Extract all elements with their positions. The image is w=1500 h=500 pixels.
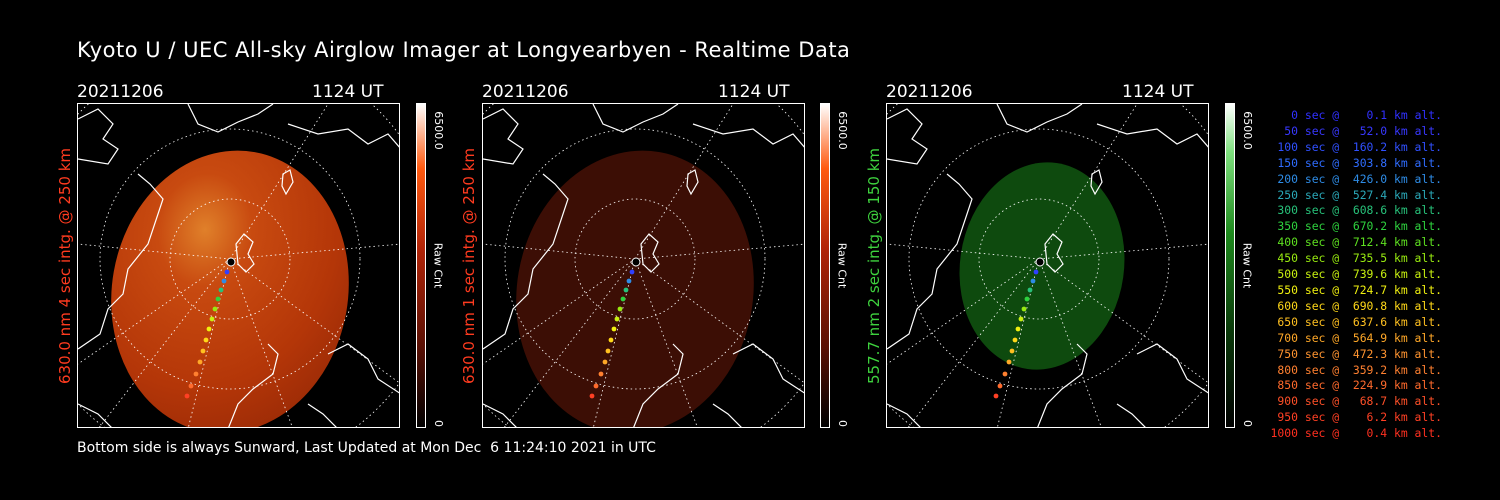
trajectory-dots <box>184 257 236 399</box>
legend-row: 750 sec @ 472.3 km alt. <box>1277 346 1442 361</box>
panel-side-label: 630.0 nm 1 sec intg. @ 250 km <box>460 147 479 384</box>
allsky-map <box>887 104 1208 427</box>
allsky-map <box>483 104 804 427</box>
panel-date: 20211206 <box>886 82 973 102</box>
legend-row: 500 sec @ 739.6 km alt. <box>1277 267 1442 282</box>
legend-row: 550 sec @ 724.7 km alt. <box>1277 282 1442 297</box>
trajectory-dots <box>993 257 1045 399</box>
legend-row: 350 sec @ 670.2 km alt. <box>1277 219 1442 234</box>
graticule <box>78 104 399 427</box>
legend-row: 450 sec @ 735.5 km alt. <box>1277 251 1442 266</box>
colorbar-min: 0 <box>1240 419 1254 427</box>
colorbar-min: 0 <box>835 419 849 427</box>
legend-row: 100 sec @ 160.2 km alt. <box>1277 139 1442 154</box>
colorbar <box>820 103 830 428</box>
panel-side-label: 630.0 nm 4 sec intg. @ 250 km <box>56 147 75 384</box>
legend-row: 300 sec @ 608.6 km alt. <box>1277 203 1442 218</box>
legend-row: 900 sec @ 68.7 km alt. <box>1277 394 1442 409</box>
airglow-disk <box>111 150 349 427</box>
panel-side-label: 557.7 nm 2 sec intg. @ 150 km <box>865 147 884 384</box>
legend-row: 950 sec @ 6.2 km alt. <box>1277 410 1442 425</box>
page-title: Kyoto U / UEC All-sky Airglow Imager at … <box>77 38 851 62</box>
colorbar <box>1225 103 1235 428</box>
legend-row: 650 sec @ 637.6 km alt. <box>1277 314 1442 329</box>
allsky-map <box>78 104 399 427</box>
legend-row: 50 sec @ 52.0 km alt. <box>1284 123 1442 138</box>
graticule <box>887 104 1208 427</box>
legend-row: 0 sec @ 0.1 km alt. <box>1291 108 1442 122</box>
footer-note: Bottom side is always Sunward, Last Upda… <box>77 440 656 456</box>
legend-row: 600 sec @ 690.8 km alt. <box>1277 298 1442 313</box>
legend-row: 1000 sec @ 0.4 km alt. <box>1270 426 1442 441</box>
coastlines <box>483 104 804 427</box>
coastlines <box>887 104 1208 427</box>
colorbar-max: 6500.0 <box>1240 110 1254 150</box>
legend-row: 400 sec @ 712.4 km alt. <box>1277 235 1442 250</box>
airglow-disk <box>516 150 754 427</box>
trajectory-legend: 0 sec @ 0.1 km alt. 50 sec @ 52.0 km alt.… <box>1262 108 1442 442</box>
legend-row: 150 sec @ 303.8 km alt. <box>1277 155 1442 170</box>
legend-row: 250 sec @ 527.4 km alt. <box>1277 187 1442 202</box>
graticule <box>483 104 804 427</box>
panel-date: 20211206 <box>482 82 569 102</box>
panel-time: 1124 UT <box>1122 82 1194 102</box>
legend-row: 200 sec @ 426.0 km alt. <box>1277 171 1442 186</box>
allsky-image <box>886 103 1209 428</box>
legend-row: 850 sec @ 224.9 km alt. <box>1277 378 1442 393</box>
coastlines <box>78 104 399 427</box>
panel-time: 1124 UT <box>312 82 384 102</box>
colorbar-min: 0 <box>431 419 445 427</box>
colorbar-max: 6500.0 <box>431 110 445 150</box>
colorbar-unit: Raw Cnt <box>431 242 445 288</box>
panel-time: 1124 UT <box>718 82 790 102</box>
allsky-image <box>482 103 805 428</box>
legend-row: 800 sec @ 359.2 km alt. <box>1277 362 1442 377</box>
legend-row: 700 sec @ 564.9 km alt. <box>1277 330 1442 345</box>
colorbar <box>416 103 426 428</box>
colorbar-unit: Raw Cnt <box>1240 242 1254 288</box>
panel-date: 20211206 <box>77 82 164 102</box>
colorbar-max: 6500.0 <box>835 110 849 150</box>
allsky-image <box>77 103 400 428</box>
trajectory-dots <box>589 257 641 399</box>
colorbar-unit: Raw Cnt <box>835 242 849 288</box>
